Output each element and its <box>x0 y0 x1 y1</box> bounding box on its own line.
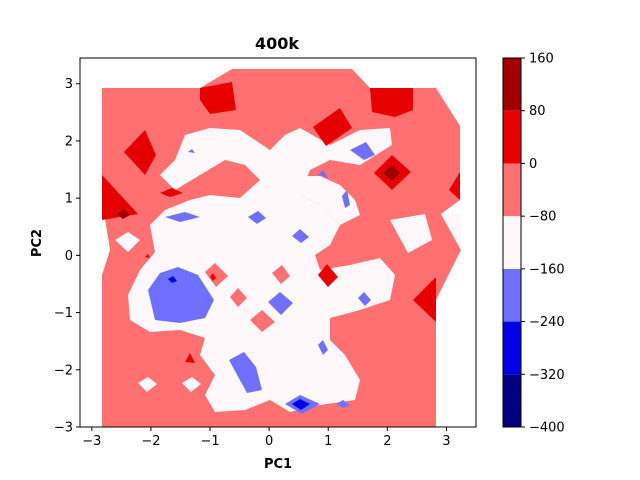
contour-region-darkred-small-b <box>318 264 338 287</box>
colorbar-segment <box>503 374 521 427</box>
contour-region-blue-l <box>336 400 350 408</box>
colorbar: −400 −320 −240 −160 −80 0 80 160 <box>502 52 565 436</box>
x-tick-label: −2 <box>141 434 160 449</box>
x-tick-label: −1 <box>200 434 219 449</box>
contour-region-maroon-a <box>383 165 400 181</box>
y-tick-label: 2 <box>65 134 73 149</box>
contour-region-red-inner-c <box>272 265 290 284</box>
contour-region-blue-f <box>350 142 375 160</box>
colorbar-segment <box>503 321 521 375</box>
colorbar-segment <box>503 110 521 164</box>
contour-region-blue-k <box>318 340 328 355</box>
contour-region-light-right-edge <box>441 214 461 250</box>
colorbar-frame <box>502 57 522 428</box>
contour-region-red-inner-b <box>230 288 247 307</box>
contour-region-darkred-dot-a <box>210 273 216 281</box>
contour-region-blue-d <box>268 292 293 315</box>
x-axis: −3 −2 −1 0 1 2 3 <box>82 427 451 449</box>
contour-region-darkred-edge-right-a <box>413 277 436 322</box>
contour-region-blue-j <box>342 190 350 208</box>
x-tick-label: 1 <box>324 434 332 449</box>
colorbar-segment <box>503 216 521 269</box>
colorbar-tick-label: −80 <box>529 210 556 225</box>
contour-region-blue-large <box>148 267 214 323</box>
contour-region-darkred-top-left <box>200 82 236 114</box>
contour-region-blue-b <box>248 211 266 224</box>
colorbar-tick-label: 0 <box>529 157 537 172</box>
contour-region-darkred-left-edge <box>102 175 138 220</box>
plot-area <box>79 57 477 428</box>
y-axis-label: PC2 <box>30 229 45 257</box>
contour-region-light-band <box>128 128 395 412</box>
contour-region-darkred-dot-b <box>145 254 150 258</box>
y-tick-label: −1 <box>54 306 73 321</box>
contour-region-darkblue-b <box>168 276 177 283</box>
x-tick-label: 2 <box>383 434 391 449</box>
contour-region-light-left-island <box>115 232 140 252</box>
contour-region-light-right-island <box>390 214 432 253</box>
contour-region-maroon-b <box>117 209 130 219</box>
contour-region-darkred-small-a <box>160 188 183 197</box>
contour-region-light-bottom-island-b <box>182 377 201 392</box>
colorbar-segment <box>503 163 521 217</box>
contour-region-light-bottom-island-a <box>138 377 157 392</box>
contour-region-blue-c <box>292 229 309 243</box>
colorbar-tick-label: −320 <box>529 368 565 383</box>
colorbar-tick-label: 80 <box>529 104 546 119</box>
contour-region-red-inner-d <box>250 310 275 332</box>
colorbar-tick-label: −160 <box>529 262 565 277</box>
chart-title: 400k <box>255 34 299 53</box>
contour-region-darkblue-a <box>292 399 310 410</box>
colorbar-segment <box>503 58 521 111</box>
x-tick-label: −3 <box>82 434 101 449</box>
y-tick-label: 0 <box>65 249 73 264</box>
x-tick-label: 0 <box>265 434 273 449</box>
contour-region-darkred-upper-mid <box>313 108 352 146</box>
contour-region-blue-i <box>318 170 328 178</box>
y-tick-label: 3 <box>65 77 73 92</box>
colorbar-tick-label: 160 <box>529 52 554 67</box>
colorbar-tick-label: −400 <box>529 421 565 436</box>
contour-region-darkred-edge-right-b <box>449 172 460 200</box>
plot-frame <box>79 57 477 428</box>
contour-region-darkred-top-right <box>370 88 413 117</box>
contour-region-blue-a <box>165 212 200 222</box>
contour-region-blue-e <box>229 352 262 393</box>
y-tick-label: −2 <box>54 363 73 378</box>
contour-region-red-inner-a <box>205 263 228 287</box>
contour-region-darkred-left <box>124 130 156 175</box>
colorbar-segment <box>503 268 521 322</box>
y-axis: −3 −2 −1 0 1 2 3 <box>54 77 80 436</box>
contour-region-light-upper-strip <box>298 176 360 225</box>
contour-region-blue-g <box>358 292 371 306</box>
x-tick-label: 3 <box>442 434 450 449</box>
y-tick-label: 1 <box>65 192 73 207</box>
y-tick-label: −3 <box>54 421 73 436</box>
contour-region-darkred-small-c <box>185 353 195 363</box>
contour-region-blue-m <box>188 149 195 153</box>
x-axis-label: PC1 <box>264 457 292 472</box>
colorbar-tick-label: −240 <box>529 315 565 330</box>
